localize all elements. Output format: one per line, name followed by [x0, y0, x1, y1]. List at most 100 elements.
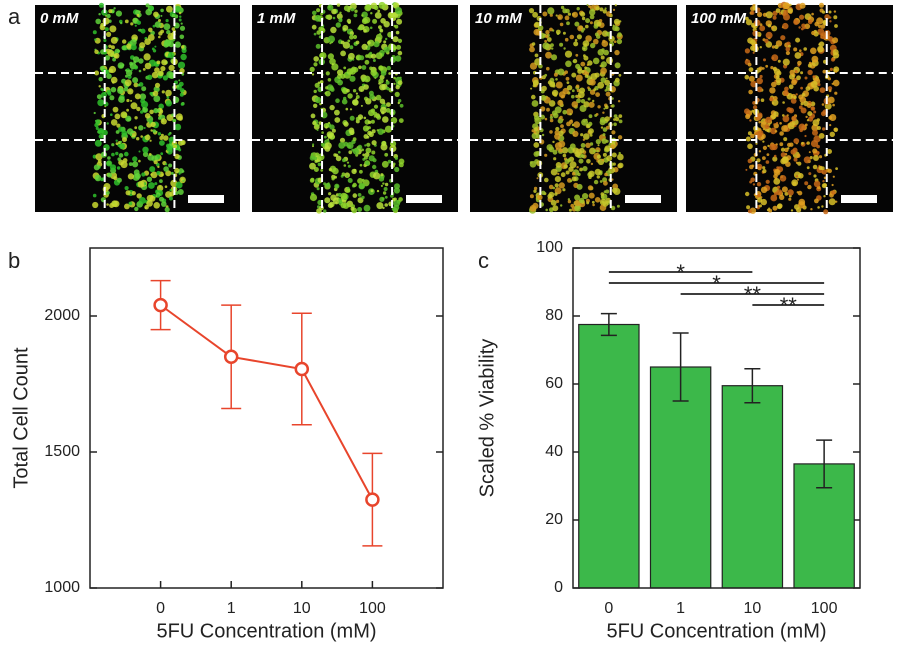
cell — [323, 209, 327, 213]
cell — [604, 105, 609, 110]
cell — [572, 60, 575, 63]
y-axis-title: Scaled % Viability — [476, 339, 498, 498]
cell — [399, 76, 402, 79]
cell — [161, 59, 168, 66]
cell — [378, 82, 381, 85]
cell — [546, 144, 553, 151]
cell — [534, 21, 540, 28]
cell — [132, 161, 139, 168]
cell — [577, 172, 581, 177]
cell — [317, 124, 320, 127]
cell — [179, 34, 185, 40]
cell — [756, 163, 763, 170]
cell — [578, 158, 584, 164]
cell — [823, 209, 829, 215]
cell — [545, 51, 552, 59]
cell — [574, 200, 581, 207]
cell — [590, 42, 596, 49]
cell — [144, 38, 151, 45]
cell — [152, 90, 159, 97]
cell — [165, 89, 172, 97]
cell — [178, 18, 182, 22]
cell — [581, 154, 585, 159]
cell — [557, 172, 560, 175]
cell — [771, 56, 775, 60]
scale-bar — [188, 195, 224, 203]
cell — [394, 24, 399, 29]
panel-label: b — [8, 248, 20, 273]
cell — [150, 173, 153, 176]
cell — [149, 195, 156, 202]
cell — [823, 176, 827, 180]
cell — [604, 89, 608, 92]
cell — [160, 133, 164, 137]
cell — [388, 72, 392, 75]
cell — [140, 28, 146, 34]
cell — [764, 124, 770, 130]
cell — [542, 42, 550, 50]
cell — [782, 115, 790, 123]
cell — [749, 119, 752, 122]
cell — [565, 170, 570, 175]
cell — [394, 166, 400, 173]
cell — [385, 37, 388, 41]
cell — [606, 155, 613, 162]
cell — [602, 133, 606, 137]
cell — [766, 153, 770, 157]
cell — [765, 31, 773, 39]
cell — [590, 73, 598, 81]
cell — [152, 24, 156, 28]
cell — [134, 93, 141, 100]
cell — [350, 7, 355, 12]
cell — [759, 204, 762, 208]
cell — [158, 19, 161, 22]
cell — [319, 52, 327, 59]
cell — [117, 157, 121, 161]
cell — [605, 197, 611, 203]
cell — [562, 109, 567, 115]
cell — [550, 54, 558, 61]
cell — [548, 100, 556, 107]
cell — [833, 66, 840, 73]
cell — [544, 153, 548, 157]
cell — [316, 30, 322, 35]
cell — [832, 175, 835, 178]
cell — [370, 12, 373, 15]
cell — [533, 186, 538, 191]
cell — [745, 191, 750, 197]
cell — [555, 162, 562, 168]
cell — [555, 14, 558, 17]
cell — [835, 167, 838, 171]
cell — [138, 150, 141, 153]
cell — [790, 98, 797, 104]
cell — [116, 123, 121, 128]
cell — [112, 106, 119, 113]
cell — [347, 21, 351, 24]
cell — [320, 142, 325, 147]
cell — [98, 85, 101, 88]
cell — [381, 160, 389, 168]
cell — [558, 117, 561, 120]
cell — [832, 37, 839, 44]
cell — [567, 158, 572, 163]
cell — [138, 69, 142, 73]
cell — [362, 125, 370, 132]
cell — [757, 197, 763, 203]
panel-label: a — [8, 4, 21, 29]
image-label: 100 mM — [691, 10, 747, 27]
cell — [610, 205, 616, 211]
cell — [791, 79, 797, 86]
cell — [156, 194, 160, 198]
cell — [119, 140, 123, 144]
cell — [750, 80, 757, 88]
cell — [378, 176, 385, 182]
cell — [378, 1, 386, 9]
cell — [560, 172, 566, 178]
cell — [329, 124, 335, 130]
cell — [596, 175, 600, 179]
significance-label: * — [712, 271, 721, 296]
cell — [94, 70, 100, 76]
cell — [372, 18, 378, 24]
cell — [390, 117, 398, 124]
cell — [818, 155, 823, 159]
